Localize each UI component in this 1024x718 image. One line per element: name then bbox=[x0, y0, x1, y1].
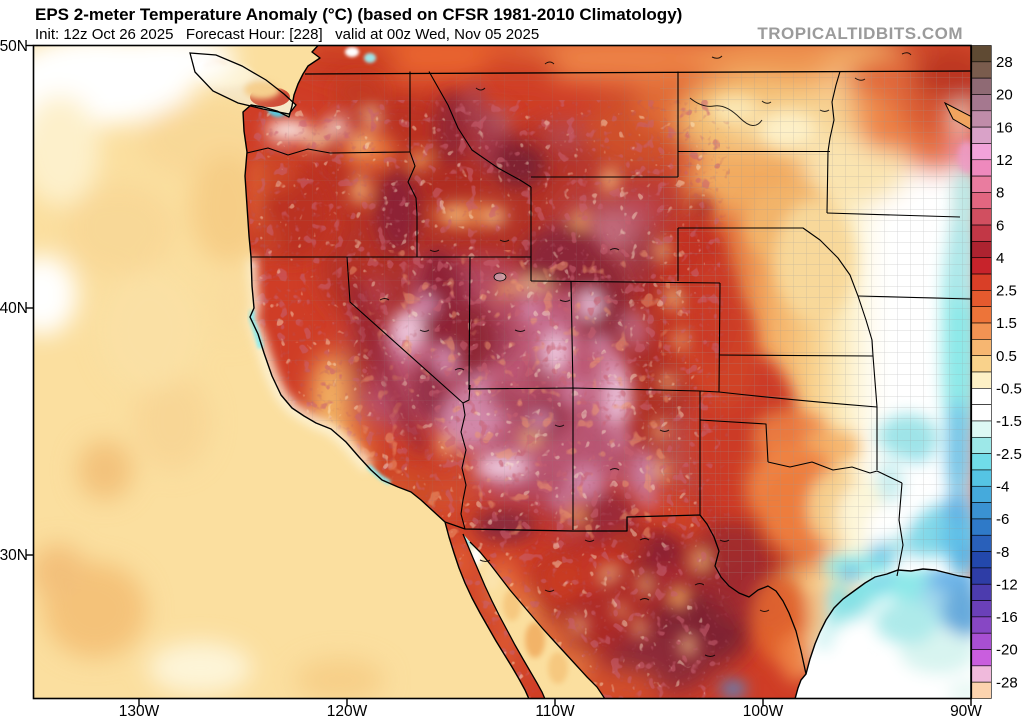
svg-text:-8: -8 bbox=[996, 544, 1009, 561]
svg-text:50N: 50N bbox=[0, 38, 28, 55]
svg-text:-28: -28 bbox=[996, 674, 1018, 691]
svg-text:0.5: 0.5 bbox=[996, 348, 1017, 365]
svg-text:16: 16 bbox=[996, 119, 1013, 136]
svg-text:TROPICALTIDBITS.COM: TROPICALTIDBITS.COM bbox=[757, 24, 963, 43]
svg-text:6: 6 bbox=[996, 217, 1004, 234]
svg-text:40N: 40N bbox=[0, 300, 28, 317]
svg-text:-4: -4 bbox=[996, 478, 1009, 495]
svg-text:-1.5: -1.5 bbox=[996, 413, 1022, 430]
svg-text:110W: 110W bbox=[535, 703, 575, 718]
svg-text:-6: -6 bbox=[996, 511, 1009, 528]
svg-text:-20: -20 bbox=[996, 642, 1018, 659]
svg-text:-0.5: -0.5 bbox=[996, 381, 1022, 398]
svg-text:-12: -12 bbox=[996, 576, 1018, 593]
svg-text:12: 12 bbox=[996, 152, 1013, 169]
svg-text:-16: -16 bbox=[996, 609, 1018, 626]
svg-text:120W: 120W bbox=[327, 703, 368, 718]
svg-text:-2.5: -2.5 bbox=[996, 446, 1022, 463]
svg-text:1.5: 1.5 bbox=[996, 315, 1017, 332]
svg-text:8: 8 bbox=[996, 185, 1004, 202]
svg-text:90W: 90W bbox=[950, 703, 982, 718]
svg-text:20: 20 bbox=[996, 87, 1013, 104]
svg-text:2.5: 2.5 bbox=[996, 283, 1017, 300]
svg-text:100W: 100W bbox=[743, 703, 784, 718]
svg-text:EPS 2-meter Temperature Anomal: EPS 2-meter Temperature Anomaly (°C) (ba… bbox=[35, 5, 682, 24]
svg-text:Init: 12z Oct 26 2025 Foreca: Init: 12z Oct 26 2025 Forecast Hour: [22… bbox=[35, 26, 539, 43]
svg-text:28: 28 bbox=[996, 54, 1013, 71]
svg-text:130W: 130W bbox=[119, 703, 160, 718]
svg-text:4: 4 bbox=[996, 250, 1004, 267]
svg-text:30N: 30N bbox=[0, 547, 28, 564]
